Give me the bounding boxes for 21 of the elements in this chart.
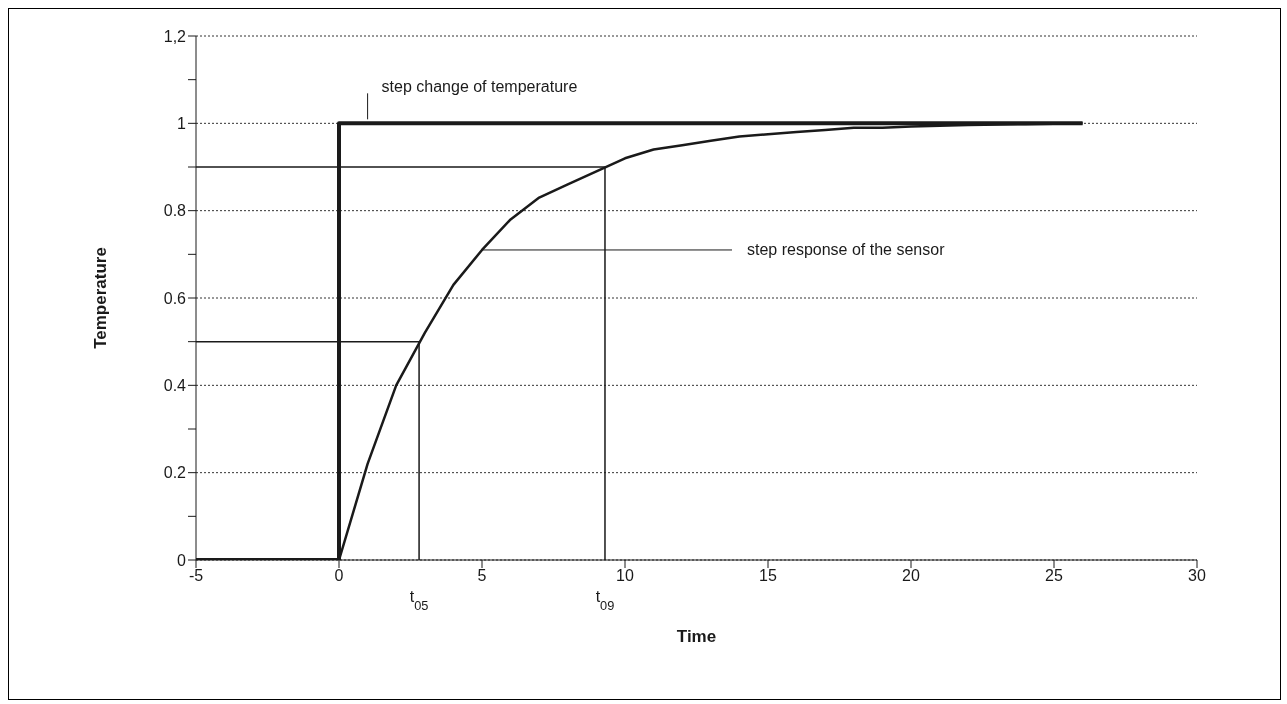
y-tick-label: 0.4 (163, 377, 187, 395)
y-tick-label: 1 (177, 115, 187, 133)
x-tick-label: 10 (616, 567, 634, 585)
y-tick-label: 1,2 (163, 27, 187, 45)
x-axis-title: Time (676, 627, 717, 646)
x-tick-label: 30 (1188, 567, 1206, 585)
y-tick-label: 0.8 (163, 202, 187, 220)
annotation: t$_{05}$ (409, 588, 429, 613)
y-axis-title: Temperature (91, 247, 110, 349)
x-tick-label: 5 (477, 567, 487, 585)
x-tick-label: 15 (759, 567, 777, 585)
y-tick-label: 0.2 (163, 464, 187, 482)
x-tick-label: 20 (902, 567, 920, 585)
annotation: t$_{09}$ (595, 588, 615, 613)
y-tick-label: 0 (177, 551, 187, 569)
annotation: step change of temperature (381, 78, 578, 96)
x-tick-label: 0 (334, 567, 344, 585)
x-tick-label: 25 (1045, 567, 1063, 585)
annotation: step response of the sensor (747, 240, 946, 258)
x-tick-label: -5 (188, 567, 204, 585)
y-tick-label: 0.6 (163, 289, 187, 307)
